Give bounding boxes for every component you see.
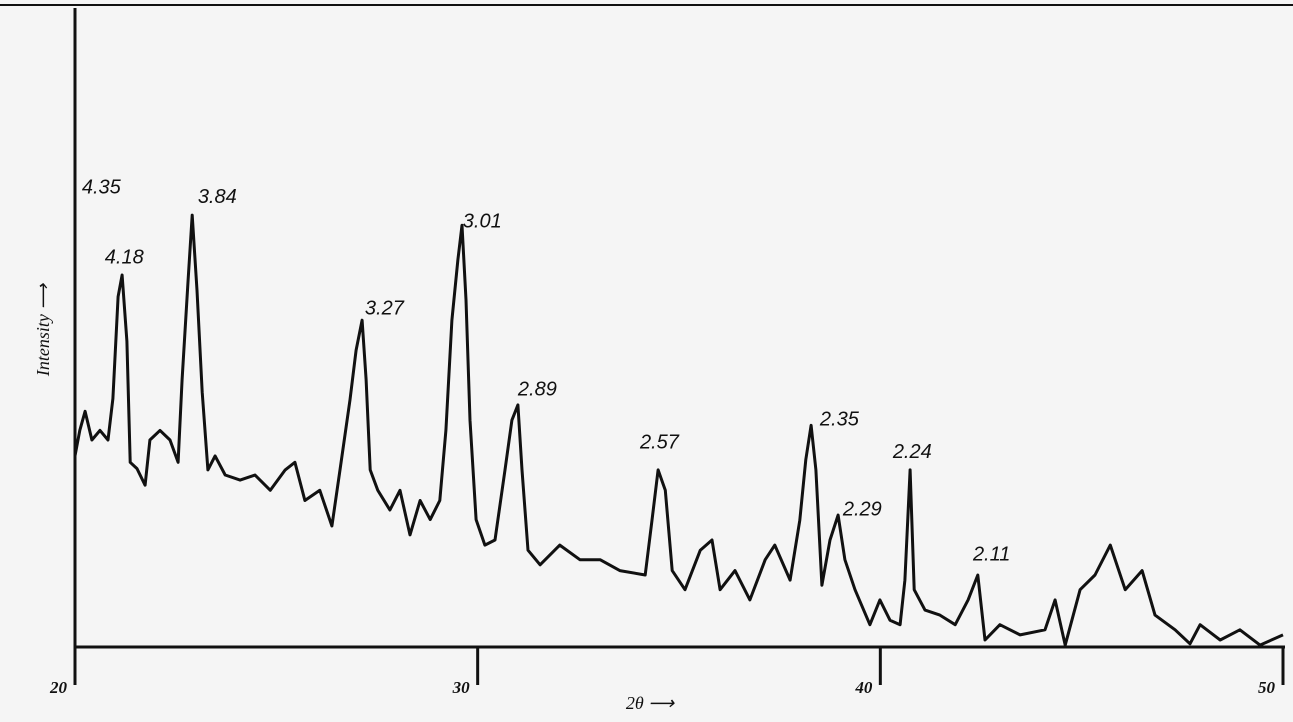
peak-label: 2.57 xyxy=(639,431,680,453)
intensity-line xyxy=(73,213,1284,647)
x-tick-label: 40 xyxy=(854,678,873,697)
peak-label: 2.29 xyxy=(842,498,882,520)
x-tick-label: 30 xyxy=(452,678,471,697)
peak-label: 3.84 xyxy=(198,186,237,208)
x-tick-label: 50 xyxy=(1258,678,1276,697)
peak-label: 2.24 xyxy=(892,441,932,463)
peak-label: 2.89 xyxy=(517,379,557,401)
peak-label: 4.18 xyxy=(105,247,144,269)
y-axis-label: Intensity ⟶ xyxy=(33,283,53,377)
x-axis-label: 2θ ⟶ xyxy=(626,693,675,713)
peak-label: 3.01 xyxy=(463,210,502,232)
peak-label: 2.35 xyxy=(819,409,860,431)
peak-label: 3.27 xyxy=(365,298,405,320)
x-tick-label: 20 xyxy=(49,678,68,697)
peak-label: 4.35 xyxy=(82,177,122,199)
peak-label: 2.11 xyxy=(972,544,1010,566)
